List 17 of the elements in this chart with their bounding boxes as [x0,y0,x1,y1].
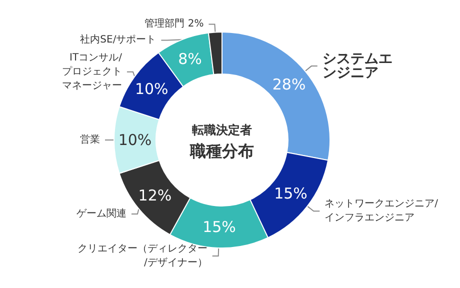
slice-label: ネットワークエンジニア/インフラエンジニア [324,198,439,224]
text: 職種分布 [189,142,254,160]
slice-label: ゲーム関連 [76,207,126,220]
text: 転職決定者 [192,123,252,137]
data-label: 10% [118,131,152,149]
slice-label: 社内SE/サポート [80,34,156,46]
slice-label: ITコンサル/プロジェクトマネージャー [62,52,123,92]
data-label: 15% [202,218,236,236]
data-label: 15% [274,184,308,202]
data-label: 8% [178,50,202,68]
slice-label: 管理部門 2% [144,18,204,30]
slice-label: クリエイター（ディレクター/デザイナー） [77,243,208,268]
slice-label: システムエンジニア [322,51,392,82]
data-label: 10% [134,80,168,98]
slice-label: 営業 [80,134,100,146]
data-label: 12% [138,186,172,204]
data-label: 28% [272,76,306,94]
